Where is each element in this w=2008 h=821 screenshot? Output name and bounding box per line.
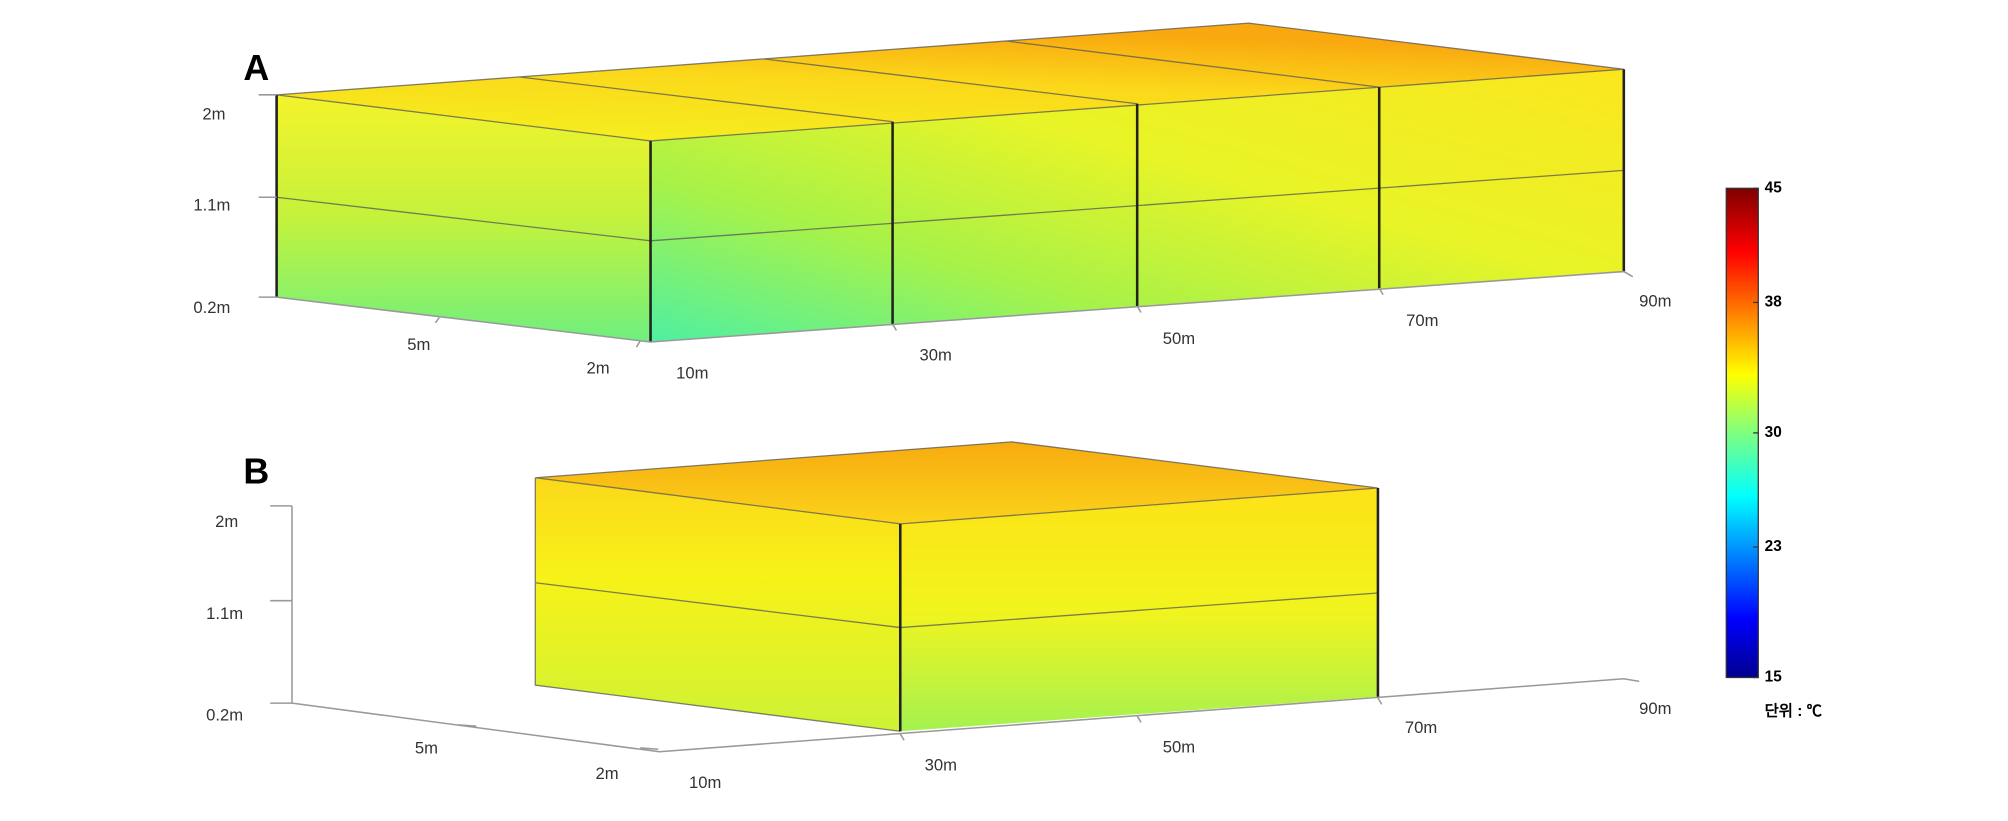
z-label: 1.1m [206,604,243,623]
panel-a: A 2m 1.1m 0.2m 5m 2m 10m 30m 50m 70m 90m [193,22,1672,382]
colorbar-tick-label: 45 [1765,179,1783,196]
z-label: 2m [202,105,225,124]
x-label: 10m [676,363,708,382]
y-label: 2m [595,764,618,783]
x-label: 90m [1639,699,1671,718]
top-face [276,23,1624,141]
colorbar: 단위 : ℃ 45 38 30 23 15 [1725,179,1823,720]
colorbar-tick-label: 38 [1765,294,1783,311]
x-label: 30m [925,755,957,774]
z-label: 2m [215,512,238,531]
panel-b: B 2m 1.1m 0.2m 5m 2m 10m 30m 50m 70m 90m [206,441,1672,792]
box-edges [898,487,1380,732]
x-label: 10m [689,773,721,792]
x-label: 50m [1163,737,1195,756]
x-label: 70m [1405,718,1437,737]
box-edges [275,69,1626,342]
y-label: 5m [415,739,438,758]
panel-label: A [243,48,269,88]
x-label: 50m [1163,329,1195,348]
x-label: 30m [919,345,951,364]
colorbar-tick-label: 30 [1765,424,1782,441]
colorbar-tick-label: 15 [1765,669,1783,686]
y-label: 2m [587,358,610,377]
z-label: 1.1m [193,196,230,215]
y-label: 5m [407,335,430,354]
unit-label: 단위 : ℃ [1765,702,1823,720]
panel-label: B [243,451,269,491]
axis-lines [270,505,1640,753]
z-label: 0.2m [193,298,230,317]
x-label: 90m [1639,292,1671,311]
colorbar-scale [1725,187,1759,679]
colorbar-tick-label: 23 [1765,538,1782,555]
x-label: 70m [1406,311,1438,330]
axis-lines [258,94,1634,348]
z-label: 0.2m [206,705,243,724]
